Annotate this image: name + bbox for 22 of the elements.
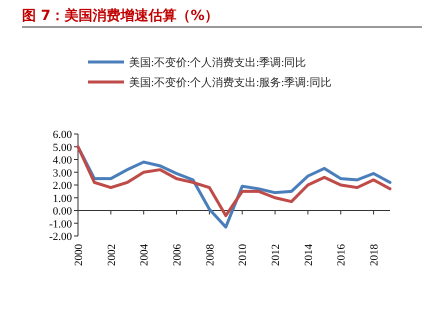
y-tick-label: -2.00 bbox=[49, 231, 72, 243]
x-tick-label: 2008 bbox=[204, 244, 216, 266]
y-tick-label: 6.00 bbox=[52, 129, 72, 141]
y-tick-label: 2.00 bbox=[52, 180, 72, 192]
x-tick-label: 2006 bbox=[172, 244, 184, 266]
y-tick-label: 5.00 bbox=[52, 142, 72, 154]
x-tick-label: 2012 bbox=[270, 244, 282, 266]
x-tick-label: 2004 bbox=[138, 244, 151, 266]
legend-label: 美国:不变价:个人消费支出:服务:季调:同比 bbox=[129, 76, 332, 89]
x-tick-label: 2014 bbox=[302, 244, 315, 266]
y-tick-label: 3.00 bbox=[52, 167, 72, 180]
y-tick-label: -1.00 bbox=[49, 218, 72, 230]
legend-label: 美国:不变价:个人消费支出:季调:同比 bbox=[129, 56, 306, 69]
chart-title: 图 7：美国消费增速估算（%） bbox=[22, 7, 219, 24]
x-tick-label: 2002 bbox=[106, 244, 118, 266]
y-tick-label: 4.00 bbox=[52, 154, 72, 166]
x-tick-label: 2000 bbox=[73, 244, 85, 266]
y-tick-label: 1.00 bbox=[52, 192, 72, 205]
y-tick-label: 0.00 bbox=[52, 206, 72, 218]
x-tick-label: 2010 bbox=[237, 244, 250, 266]
x-tick-label: 2018 bbox=[368, 244, 381, 266]
x-tick-label: 2016 bbox=[336, 244, 348, 266]
